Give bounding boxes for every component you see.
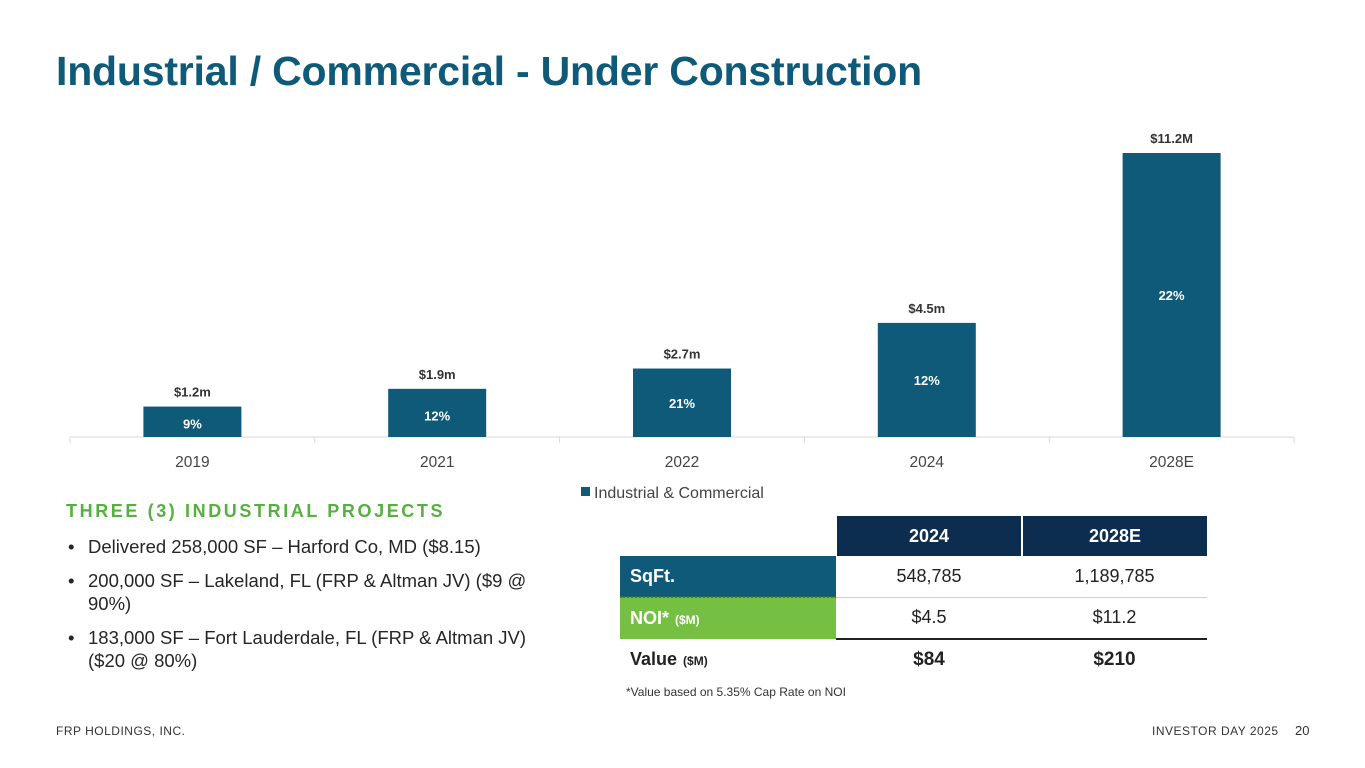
bar [388,388,487,437]
table-cell: $11.2 [1022,597,1207,640]
projects-list: Delivered 258,000 SF – Harford Co, MD ($… [66,535,546,683]
bar-inner-label: 12% [914,373,940,388]
legend-swatch [581,487,590,496]
bar [1122,153,1221,437]
kpi-table: 2024 2028E SqFt. 548,785 1,189,785 NOI*(… [620,516,1207,680]
table-footnote: *Value based on 5.35% Cap Rate on NOI [626,685,846,699]
row-label: NOI* ($M) [620,596,836,639]
bar-inner-label: 22% [1159,288,1185,303]
table-cell: $84 [913,648,945,670]
unit-label: ($M) [675,612,700,627]
table-row: SqFt. 548,785 1,189,785 [620,556,1207,598]
table-cell: $210 [1093,648,1136,670]
page-number: 20 [1295,723,1310,738]
x-tick-label: 2021 [420,454,454,471]
projects-heading: THREE (3) INDUSTRIAL PROJECTS [66,501,446,521]
list-item: 200,000 SF – Lakeland, FL (FRP & Altman … [66,569,546,615]
data-label: $1.2m [174,385,211,400]
x-tick-label: 2022 [665,454,699,471]
footer-event: INVESTOR DAY 2025 [1152,724,1279,738]
bar-chart: $1.2m 9% 2019 $1.9m 12% 2021 $2.7m 21% 2022 $4.5m… [69,131,1295,502]
x-tick-label: 2019 [175,454,209,471]
row-label: SqFt. [620,556,836,597]
data-label: $1.9m [419,367,456,382]
page-title: Industrial / Commercial - Under Construc… [56,48,922,94]
chart-legend: Industrial & Commercial [581,485,764,502]
bar [143,406,242,437]
table-row: NOI* ($M) $4.5 $11.2 [620,596,1207,640]
data-label: $2.7m [664,347,701,362]
table-cell: $4.5 [836,597,1022,640]
x-tick-label: 2028E [1149,454,1194,471]
column-header: 2028E [1021,516,1207,556]
table-row: Value ($M) $84 $210 [620,639,1207,680]
table-cell: 548,785 [836,556,1022,598]
data-label: $11.2M [1150,131,1193,146]
table-header-row: 2024 2028E [620,516,1207,556]
x-tick-label: 2024 [910,454,945,471]
column-header: 2024 [835,516,1022,556]
footer-company: FRP HOLDINGS, INC. [56,724,186,738]
bar [877,322,976,437]
bar-inner-label: 9% [183,416,202,431]
data-label: $4.5m [908,301,945,316]
table-cell: 1,189,785 [1022,556,1207,598]
list-item: Delivered 258,000 SF – Harford Co, MD ($… [66,535,546,558]
bar-inner-label: 12% [424,408,450,423]
bar [633,368,731,437]
bar-inner-label: 21% [669,396,695,411]
list-item: 183,000 SF – Fort Lauderdale, FL (FRP & … [66,626,546,672]
unit-label: ($M) [683,653,708,668]
legend-label: Industrial & Commercial [594,485,764,502]
row-label: Value ($M) [630,648,708,669]
